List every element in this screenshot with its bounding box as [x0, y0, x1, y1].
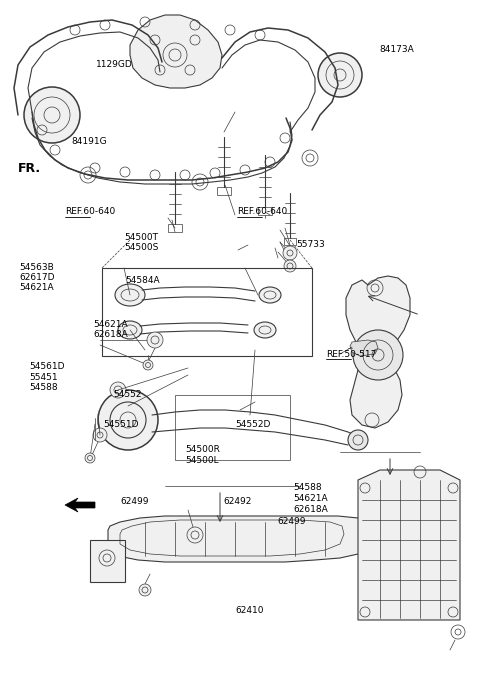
Polygon shape	[346, 276, 410, 428]
Circle shape	[139, 584, 151, 596]
Text: 54621A: 54621A	[19, 283, 54, 293]
Circle shape	[143, 360, 153, 370]
Ellipse shape	[118, 321, 142, 339]
Circle shape	[283, 246, 297, 260]
Circle shape	[93, 428, 107, 442]
Circle shape	[353, 330, 403, 380]
Text: 54621A: 54621A	[94, 320, 128, 329]
Text: 84191G: 84191G	[71, 137, 107, 147]
Text: 84173A: 84173A	[379, 45, 414, 55]
Bar	[175, 395, 290, 460]
Text: 62618A: 62618A	[94, 330, 128, 340]
Bar	[90, 540, 125, 582]
Text: 62617D: 62617D	[19, 273, 55, 282]
Text: 54621A: 54621A	[294, 493, 328, 503]
Polygon shape	[350, 340, 378, 356]
Bar	[284, 238, 296, 245]
Text: 62618A: 62618A	[294, 504, 328, 514]
Text: 62410: 62410	[235, 606, 264, 615]
Text: 54552: 54552	[113, 390, 141, 399]
Text: REF.50-517: REF.50-517	[326, 349, 377, 359]
Bar	[102, 268, 312, 356]
Circle shape	[348, 430, 368, 450]
Circle shape	[98, 390, 158, 450]
Bar	[168, 224, 182, 232]
Text: 55733: 55733	[297, 240, 325, 250]
Text: 54563B: 54563B	[19, 262, 54, 272]
Polygon shape	[108, 516, 370, 562]
Text: 62499: 62499	[120, 496, 148, 506]
Text: 62492: 62492	[223, 496, 252, 506]
Bar	[217, 187, 231, 195]
Circle shape	[24, 87, 80, 143]
Bar	[258, 207, 272, 215]
Circle shape	[85, 453, 95, 463]
Text: 54584A: 54584A	[125, 276, 159, 286]
Text: 62499: 62499	[277, 517, 306, 527]
Ellipse shape	[254, 322, 276, 338]
Text: 54500T: 54500T	[124, 233, 158, 242]
Circle shape	[110, 382, 126, 398]
Text: 54552D: 54552D	[235, 420, 271, 430]
Text: 54561D: 54561D	[29, 362, 64, 372]
Circle shape	[147, 332, 163, 348]
Text: 54588: 54588	[29, 383, 58, 392]
Text: REF.60-640: REF.60-640	[65, 207, 115, 217]
Circle shape	[284, 260, 296, 272]
Text: 54588: 54588	[294, 482, 323, 492]
Text: 54551D: 54551D	[103, 420, 139, 430]
Text: 55451: 55451	[29, 372, 58, 382]
Text: REF.60-640: REF.60-640	[237, 207, 288, 217]
Ellipse shape	[259, 287, 281, 303]
Polygon shape	[358, 470, 460, 620]
Text: 54500L: 54500L	[185, 455, 218, 465]
Circle shape	[318, 53, 362, 97]
Polygon shape	[130, 15, 222, 88]
Text: 1129GD: 1129GD	[96, 60, 133, 69]
Text: FR.: FR.	[18, 162, 41, 174]
Polygon shape	[65, 498, 95, 512]
Text: 54500S: 54500S	[124, 243, 158, 253]
Ellipse shape	[115, 284, 145, 306]
Text: 54500R: 54500R	[185, 445, 220, 455]
